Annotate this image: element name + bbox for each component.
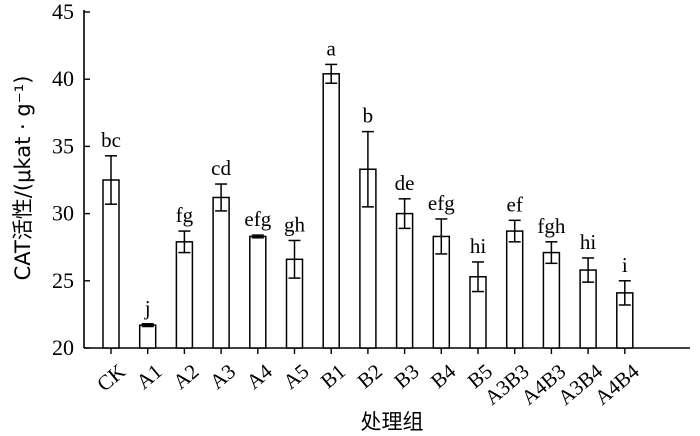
x-tick-label-b4: B4 xyxy=(426,359,461,393)
bar-b1 xyxy=(322,73,340,349)
error-bar-a3 xyxy=(215,183,228,212)
significance-label-a4b3: fgh xyxy=(537,214,565,238)
error-bar-a4b3 xyxy=(545,241,558,265)
x-tick-label-a1: A1 xyxy=(132,359,167,394)
significance-label-a5: gh xyxy=(284,212,306,236)
bar-a1 xyxy=(138,324,157,349)
x-tick-label-b3: B3 xyxy=(389,359,423,393)
y-tick-label: 35 xyxy=(52,133,74,158)
x-tick-label-a4: A4 xyxy=(242,359,277,394)
y-tick-label: 20 xyxy=(52,335,74,360)
bar-a3b3 xyxy=(505,230,524,349)
y-axis-title: CAT活性/(μkat · g⁻¹) xyxy=(11,76,35,281)
error-bar-a1 xyxy=(141,323,154,328)
error-bar-a3b3 xyxy=(508,219,521,243)
x-axis-title: 处理组 xyxy=(361,410,424,434)
x-tick-label-b1: B1 xyxy=(316,359,350,393)
y-tick-label: 25 xyxy=(52,268,74,293)
significance-label-ck: bc xyxy=(101,128,121,152)
significance-label-a4b4: i xyxy=(622,253,628,277)
significance-label-b4: efg xyxy=(428,191,455,215)
error-bar-a3b4 xyxy=(582,257,595,283)
x-tick-label-a4b4: A4B4 xyxy=(590,359,644,410)
significance-label-a3: cd xyxy=(211,156,231,180)
error-bars xyxy=(105,63,631,328)
significance-label-a3b3: ef xyxy=(507,192,523,216)
bar-a3 xyxy=(212,196,230,349)
bars xyxy=(102,73,634,349)
x-tick-label-a5: A5 xyxy=(278,359,313,394)
bar-a2 xyxy=(175,241,194,349)
y-tick-label: 30 xyxy=(52,201,74,226)
significance-label-a3b4: hi xyxy=(580,230,597,254)
bar-ck xyxy=(102,179,120,349)
significance-label-b3: de xyxy=(395,171,415,195)
error-bar-b4 xyxy=(435,218,448,255)
significance-label-a2: fg xyxy=(176,203,194,227)
significance-label-a4: efg xyxy=(244,207,271,231)
x-tick-label-a2: A2 xyxy=(168,359,203,394)
error-bar-b5 xyxy=(472,261,484,293)
error-bar-b1 xyxy=(325,63,338,84)
bar-b3 xyxy=(395,212,414,349)
error-bar-b2 xyxy=(361,130,374,208)
significance-label-b2: b xyxy=(363,104,374,128)
significance-label-a1: j xyxy=(144,296,151,320)
error-bar-ck xyxy=(105,155,117,205)
error-bar-b3 xyxy=(398,198,411,230)
y-tick-label: 45 xyxy=(52,0,74,24)
x-tick-label-a3: A3 xyxy=(205,359,240,394)
error-bar-a4b4 xyxy=(618,280,631,306)
significance-label-b1: a xyxy=(327,36,337,60)
error-bar-a5 xyxy=(288,239,301,279)
x-tick-label-ck: CK xyxy=(92,359,130,396)
bar-a4b3 xyxy=(542,251,561,349)
significance-label-b5: hi xyxy=(470,234,487,258)
axes xyxy=(83,10,690,354)
x-tick-label-b2: B2 xyxy=(353,359,387,393)
bar-a4 xyxy=(249,235,267,349)
y-tick-label: 40 xyxy=(52,66,74,91)
error-bar-a2 xyxy=(178,230,191,254)
error-bar-a4 xyxy=(251,234,264,239)
